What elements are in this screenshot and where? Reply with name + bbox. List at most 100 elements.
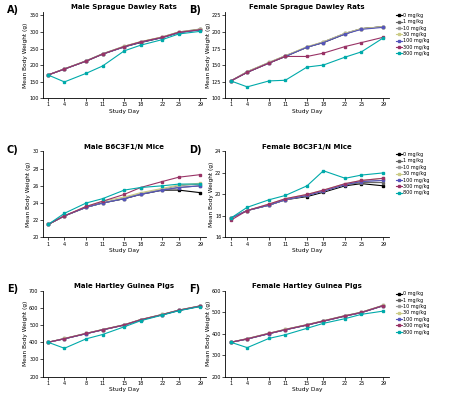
0 mg/kg <box>160 188 165 192</box>
800 mg/kg <box>228 79 234 83</box>
1 mg/kg <box>138 39 144 44</box>
300 mg/kg <box>359 310 365 315</box>
30 mg/kg <box>198 303 203 308</box>
100 mg/kg <box>121 45 127 49</box>
800 mg/kg <box>320 321 326 326</box>
800 mg/kg <box>304 326 310 331</box>
100 mg/kg <box>342 313 348 318</box>
10 mg/kg <box>62 213 67 218</box>
Line: 10 mg/kg: 10 mg/kg <box>229 179 384 220</box>
100 mg/kg <box>320 189 326 194</box>
800 mg/kg <box>45 72 51 77</box>
800 mg/kg <box>266 336 272 341</box>
300 mg/kg <box>266 202 272 207</box>
10 mg/kg <box>121 44 127 49</box>
Line: 1 mg/kg: 1 mg/kg <box>47 305 202 344</box>
10 mg/kg <box>381 178 386 183</box>
Line: 800 mg/kg: 800 mg/kg <box>229 169 384 220</box>
100 mg/kg <box>100 328 105 333</box>
30 mg/kg <box>62 336 67 341</box>
30 mg/kg <box>198 181 203 185</box>
Title: Male B6C3F1/N Mice: Male B6C3F1/N Mice <box>84 144 164 149</box>
800 mg/kg <box>320 63 326 68</box>
100 mg/kg <box>266 203 272 208</box>
10 mg/kg <box>283 327 288 332</box>
300 mg/kg <box>83 59 89 64</box>
1 mg/kg <box>283 197 288 202</box>
800 mg/kg <box>100 332 105 337</box>
0 mg/kg <box>342 313 348 318</box>
0 mg/kg <box>45 72 51 77</box>
300 mg/kg <box>121 44 127 49</box>
30 mg/kg <box>100 199 105 204</box>
Title: Female B6C3F1/N Mice: Female B6C3F1/N Mice <box>262 144 352 149</box>
30 mg/kg <box>176 30 182 34</box>
300 mg/kg <box>62 213 67 218</box>
X-axis label: Study Day: Study Day <box>292 387 322 392</box>
800 mg/kg <box>381 171 386 175</box>
30 mg/kg <box>100 51 105 56</box>
300 mg/kg <box>45 222 51 227</box>
0 mg/kg <box>304 45 310 50</box>
0 mg/kg <box>320 190 326 195</box>
10 mg/kg <box>304 45 310 50</box>
300 mg/kg <box>121 322 127 327</box>
800 mg/kg <box>176 32 182 36</box>
300 mg/kg <box>320 319 326 324</box>
30 mg/kg <box>138 317 144 322</box>
1 mg/kg <box>266 203 272 208</box>
0 mg/kg <box>100 328 105 333</box>
30 mg/kg <box>381 303 386 308</box>
Line: 30 mg/kg: 30 mg/kg <box>229 177 384 220</box>
800 mg/kg <box>45 340 51 345</box>
1 mg/kg <box>304 45 310 50</box>
Line: 1 mg/kg: 1 mg/kg <box>229 304 384 344</box>
10 mg/kg <box>320 319 326 324</box>
10 mg/kg <box>160 312 165 317</box>
100 mg/kg <box>121 323 127 328</box>
1 mg/kg <box>381 24 386 29</box>
10 mg/kg <box>176 30 182 35</box>
1 mg/kg <box>83 331 89 336</box>
30 mg/kg <box>62 66 67 71</box>
800 mg/kg <box>228 340 234 345</box>
300 mg/kg <box>121 192 127 197</box>
10 mg/kg <box>62 336 67 341</box>
1 mg/kg <box>283 53 288 58</box>
Y-axis label: Mean Body Weight (g): Mean Body Weight (g) <box>209 162 214 227</box>
30 mg/kg <box>62 213 67 218</box>
1 mg/kg <box>138 192 144 197</box>
100 mg/kg <box>381 303 386 308</box>
1 mg/kg <box>45 72 51 77</box>
Line: 0 mg/kg: 0 mg/kg <box>47 189 202 226</box>
10 mg/kg <box>45 72 51 77</box>
1 mg/kg <box>320 318 326 323</box>
800 mg/kg <box>100 196 105 201</box>
100 mg/kg <box>62 337 67 341</box>
800 mg/kg <box>62 346 67 351</box>
300 mg/kg <box>245 70 250 75</box>
10 mg/kg <box>304 193 310 198</box>
1 mg/kg <box>121 196 127 201</box>
0 mg/kg <box>359 310 365 315</box>
Line: 300 mg/kg: 300 mg/kg <box>47 173 202 226</box>
Line: 300 mg/kg: 300 mg/kg <box>229 177 384 222</box>
300 mg/kg <box>160 35 165 40</box>
10 mg/kg <box>342 31 348 36</box>
10 mg/kg <box>283 197 288 202</box>
30 mg/kg <box>160 34 165 39</box>
Title: Male Hartley Guinea Pigs: Male Hartley Guinea Pigs <box>74 283 174 289</box>
100 mg/kg <box>342 32 348 36</box>
1 mg/kg <box>342 182 348 187</box>
30 mg/kg <box>266 202 272 207</box>
100 mg/kg <box>176 308 182 313</box>
Line: 30 mg/kg: 30 mg/kg <box>47 28 202 77</box>
1 mg/kg <box>304 193 310 198</box>
100 mg/kg <box>381 178 386 183</box>
1 mg/kg <box>266 60 272 65</box>
30 mg/kg <box>83 331 89 336</box>
800 mg/kg <box>121 188 127 192</box>
100 mg/kg <box>83 331 89 336</box>
Line: 1 mg/kg: 1 mg/kg <box>229 181 384 220</box>
0 mg/kg <box>176 188 182 192</box>
